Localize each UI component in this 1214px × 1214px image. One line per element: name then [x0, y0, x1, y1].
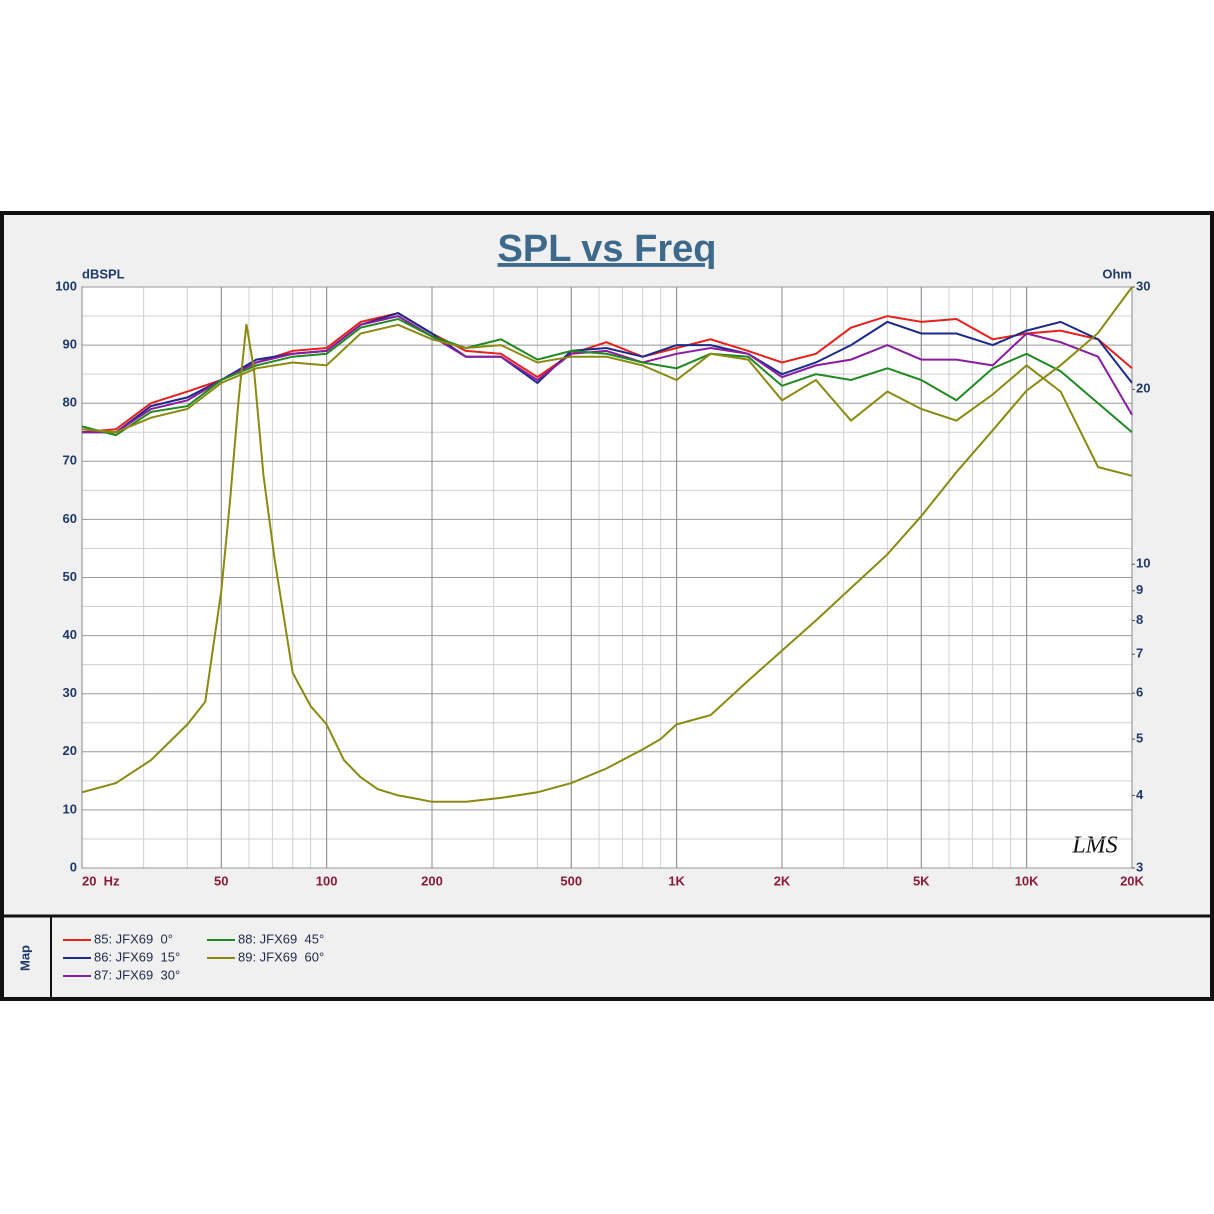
- x-tick-label: 1K: [668, 873, 685, 888]
- y-tick-label: 40: [63, 627, 77, 642]
- legend-label: 85: JFX69 0°: [94, 931, 173, 946]
- y2-tick-label: 6: [1136, 685, 1143, 700]
- chart-title: SPL vs Freq: [498, 228, 717, 270]
- x-tick-label: 20K: [1120, 873, 1144, 888]
- y-tick-label: 20: [63, 743, 77, 758]
- y2-tick-label: 30: [1136, 278, 1150, 293]
- y-tick-label: 90: [63, 337, 77, 352]
- y2-tick-label: 20: [1136, 381, 1150, 396]
- legend-label: 89: JFX69 60°: [238, 949, 324, 964]
- y-tick-label: 0: [70, 859, 77, 874]
- series-line: [82, 312, 1133, 434]
- y-axis-label: dBSPL: [82, 266, 125, 281]
- y-tick-label: 100: [55, 278, 77, 293]
- x-tick-label: 10K: [1015, 873, 1039, 888]
- y2-tick-label: 4: [1136, 787, 1144, 802]
- y-tick-label: 30: [63, 685, 77, 700]
- series-line: [81, 286, 1133, 803]
- y2-tick-label: 3: [1136, 859, 1143, 874]
- x-tick-label: 200: [421, 873, 443, 888]
- legend-label: 87: JFX69 30°: [94, 967, 180, 982]
- series-line: [81, 323, 1133, 477]
- y-tick-label: 60: [63, 511, 77, 526]
- series-line: [82, 315, 1133, 434]
- y2-tick-label: 5: [1136, 731, 1143, 746]
- y-tick-label: 70: [63, 453, 77, 468]
- x-tick-label: 500: [560, 873, 582, 888]
- y2-tick-label: 8: [1136, 612, 1143, 627]
- x-tick-label: 100: [316, 873, 338, 888]
- x-tick-label: 20 Hz: [82, 873, 120, 888]
- y2-tick-label: 9: [1136, 582, 1143, 597]
- legend-label: 86: JFX69 15°: [94, 949, 180, 964]
- y-tick-label: 10: [63, 801, 77, 816]
- y-tick-label: 50: [63, 569, 77, 584]
- watermark: LMS: [1071, 833, 1117, 859]
- y2-axis-label: Ohm: [1102, 266, 1132, 281]
- x-tick-label: 2K: [774, 873, 791, 888]
- legend-label: 88: JFX69 45°: [238, 931, 324, 946]
- panel-label: Map: [17, 945, 32, 971]
- x-tick-label: 5K: [913, 873, 930, 888]
- series-line: [81, 317, 1133, 437]
- y2-tick-label: 7: [1136, 646, 1143, 661]
- y-tick-label: 80: [63, 395, 77, 410]
- x-tick-label: 50: [214, 873, 228, 888]
- y2-tick-label: 10: [1136, 556, 1150, 571]
